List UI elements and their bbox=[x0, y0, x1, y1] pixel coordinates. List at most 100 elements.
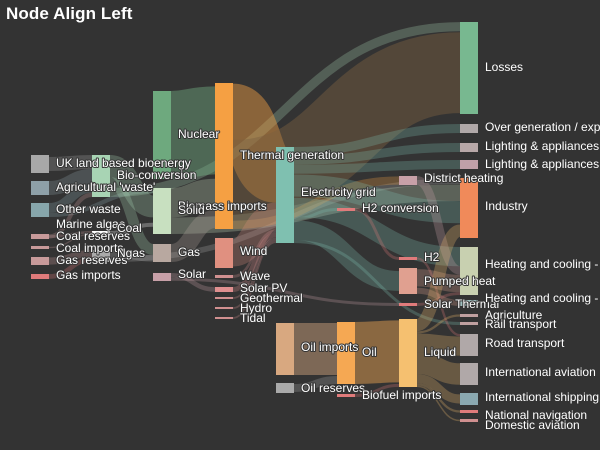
node-label-other-waste: Other waste bbox=[56, 202, 121, 216]
link-ngas-to-gas bbox=[109, 250, 154, 262]
node-gas-imports bbox=[31, 274, 49, 279]
node-label-road-transport: Road transport bbox=[485, 336, 565, 350]
node-label-oil-reserves: Oil reserves bbox=[301, 381, 365, 395]
node-label-wave: Wave bbox=[240, 269, 271, 283]
node-label-agricultural-waste: Agricultural 'waste' bbox=[56, 180, 155, 194]
node-label-domestic-aviation: Domestic aviation bbox=[485, 418, 580, 432]
node-agriculture bbox=[460, 314, 478, 317]
link-h2-to-road-transport bbox=[416, 257, 461, 337]
link-wave-to-electricity-grid bbox=[232, 229, 277, 278]
link-solar-to-solar-pv bbox=[170, 273, 216, 292]
node-label-geothermal: Geothermal bbox=[240, 291, 303, 305]
node-lighting-appliances-2 bbox=[460, 160, 478, 169]
node-label-gas-imports: Gas imports bbox=[56, 268, 121, 282]
node-gas bbox=[153, 244, 171, 262]
link-bio-conversion-to-solid bbox=[107, 155, 156, 218]
node-label-oil: Oil bbox=[362, 345, 377, 359]
node-electricity-grid bbox=[276, 147, 294, 243]
node-label-oil-imports: Oil imports bbox=[301, 340, 358, 354]
node-solar bbox=[153, 273, 171, 281]
link-marine-algae-to-bio-conversion bbox=[48, 192, 93, 239]
node-pumped-heat bbox=[399, 268, 417, 294]
link-coal-reserves-to-coal bbox=[48, 230, 93, 238]
node-label-international-aviation: International aviation bbox=[485, 365, 596, 379]
node-international-shipping bbox=[460, 393, 478, 405]
node-label-heating-cooling-commercial: Heating and cooling - commercial bbox=[485, 291, 600, 305]
link-agricultural-waste-to-bio-conversion bbox=[48, 169, 93, 195]
node-label-agriculture: Agriculture bbox=[485, 308, 543, 322]
sankey-labels: UK land based bioenergy Agricultural 'was… bbox=[55, 59, 600, 433]
node-label-tidal: Tidal bbox=[240, 311, 266, 325]
link-liquid-to-road-transport bbox=[416, 333, 461, 356]
node-label-coal-imports: Coal imports bbox=[56, 241, 123, 255]
node-oil-imports bbox=[276, 323, 294, 375]
link-bio-conversion-to-losses bbox=[109, 22, 461, 198]
node-nuclear bbox=[153, 91, 171, 179]
link-tidal-to-electricity-grid bbox=[232, 241, 277, 319]
node-oil-reserves bbox=[276, 383, 294, 393]
node-liquid bbox=[399, 319, 417, 387]
link-liquid-to-domestic-aviation bbox=[416, 385, 461, 422]
node-coal-imports bbox=[31, 246, 49, 249]
node-label-h2-conversion: H2 conversion bbox=[362, 201, 439, 215]
link-liquid-to-national-navigation bbox=[416, 383, 461, 413]
link-electricity-grid-to-rail-transport bbox=[293, 240, 461, 325]
link-gas-reserves-to-ngas bbox=[48, 250, 93, 265]
node-gas-reserves bbox=[31, 257, 49, 265]
node-label-industry: Industry bbox=[485, 199, 528, 213]
node-label-wind: Wind bbox=[240, 244, 267, 258]
link-pumped-heat-to-heating-cooling-commercial bbox=[416, 287, 461, 306]
node-biofuel-imports bbox=[337, 394, 355, 397]
node-label-gas: Gas bbox=[178, 245, 200, 259]
link-thermal-generation-to-losses bbox=[231, 32, 462, 221]
node-label-lighting-appliances-2: Lighting & appliances - commercial bbox=[485, 157, 600, 171]
node-label-nuclear: Nuclear bbox=[178, 127, 219, 141]
node-label-solid: Solid bbox=[178, 203, 205, 217]
link-oil-to-liquid bbox=[354, 320, 400, 384]
node-heating-cooling-commercial bbox=[460, 300, 478, 306]
node-label-coal: Coal bbox=[117, 221, 142, 235]
link-electricity-grid-to-over-generation-exports bbox=[293, 124, 461, 156]
node-label-hydro: Hydro bbox=[240, 301, 272, 315]
node-h2 bbox=[399, 257, 417, 260]
node-domestic-aviation bbox=[460, 419, 478, 422]
node-label-liquid: Liquid bbox=[424, 345, 456, 359]
node-label-marine-algae: Marine algae bbox=[56, 217, 126, 231]
node-tidal bbox=[215, 317, 233, 319]
node-bio-conversion bbox=[92, 155, 110, 197]
node-wind bbox=[215, 238, 233, 268]
link-electricity-grid-to-pumped-heat bbox=[293, 220, 400, 291]
link-thermal-generation-to-district-heating bbox=[232, 176, 400, 230]
link-wind-to-electricity-grid bbox=[230, 202, 279, 267]
node-coal-reserves bbox=[31, 234, 49, 239]
link-solar-to-solar-thermal bbox=[170, 277, 400, 306]
node-label-district-heating: District heating bbox=[424, 171, 503, 185]
link-solar-thermal-to-heating-cooling-homes bbox=[416, 292, 461, 306]
link-other-waste-to-bio-conversion bbox=[48, 183, 93, 213]
node-label-gas-reserves: Gas reserves bbox=[56, 253, 127, 267]
node-geothermal bbox=[215, 297, 233, 299]
node-label-solar: Solar bbox=[178, 267, 206, 281]
link-district-heating-to-heating-cooling-homes bbox=[415, 176, 462, 275]
node-hydro bbox=[215, 307, 233, 309]
node-label-national-navigation: National navigation bbox=[485, 408, 587, 422]
link-uk-land-bioenergy-to-bio-conversion bbox=[48, 155, 93, 171]
node-thermal-generation bbox=[215, 83, 233, 229]
node-over-generation-exports bbox=[460, 124, 478, 133]
node-label-international-shipping: International shipping bbox=[485, 390, 599, 404]
node-label-bio-conversion: Bio-conversion bbox=[117, 168, 196, 182]
node-label-pumped-heat: Pumped heat bbox=[424, 274, 496, 288]
node-label-solar-thermal: Solar Thermal bbox=[424, 297, 499, 311]
node-national-navigation bbox=[460, 410, 478, 413]
link-liquid-to-international-aviation bbox=[416, 352, 461, 385]
link-electricity-grid-to-industry bbox=[293, 174, 461, 224]
link-electricity-grid-to-h2-conversion bbox=[293, 208, 338, 221]
node-international-aviation bbox=[460, 363, 478, 385]
node-rail-transport bbox=[460, 322, 478, 325]
link-solid-to-thermal-generation bbox=[170, 178, 216, 218]
node-label-losses: Losses bbox=[485, 60, 523, 74]
node-lighting-appliances-1 bbox=[460, 143, 478, 152]
node-label-ngas: Ngas bbox=[117, 246, 145, 260]
chart-title: Node Align Left bbox=[6, 4, 133, 23]
